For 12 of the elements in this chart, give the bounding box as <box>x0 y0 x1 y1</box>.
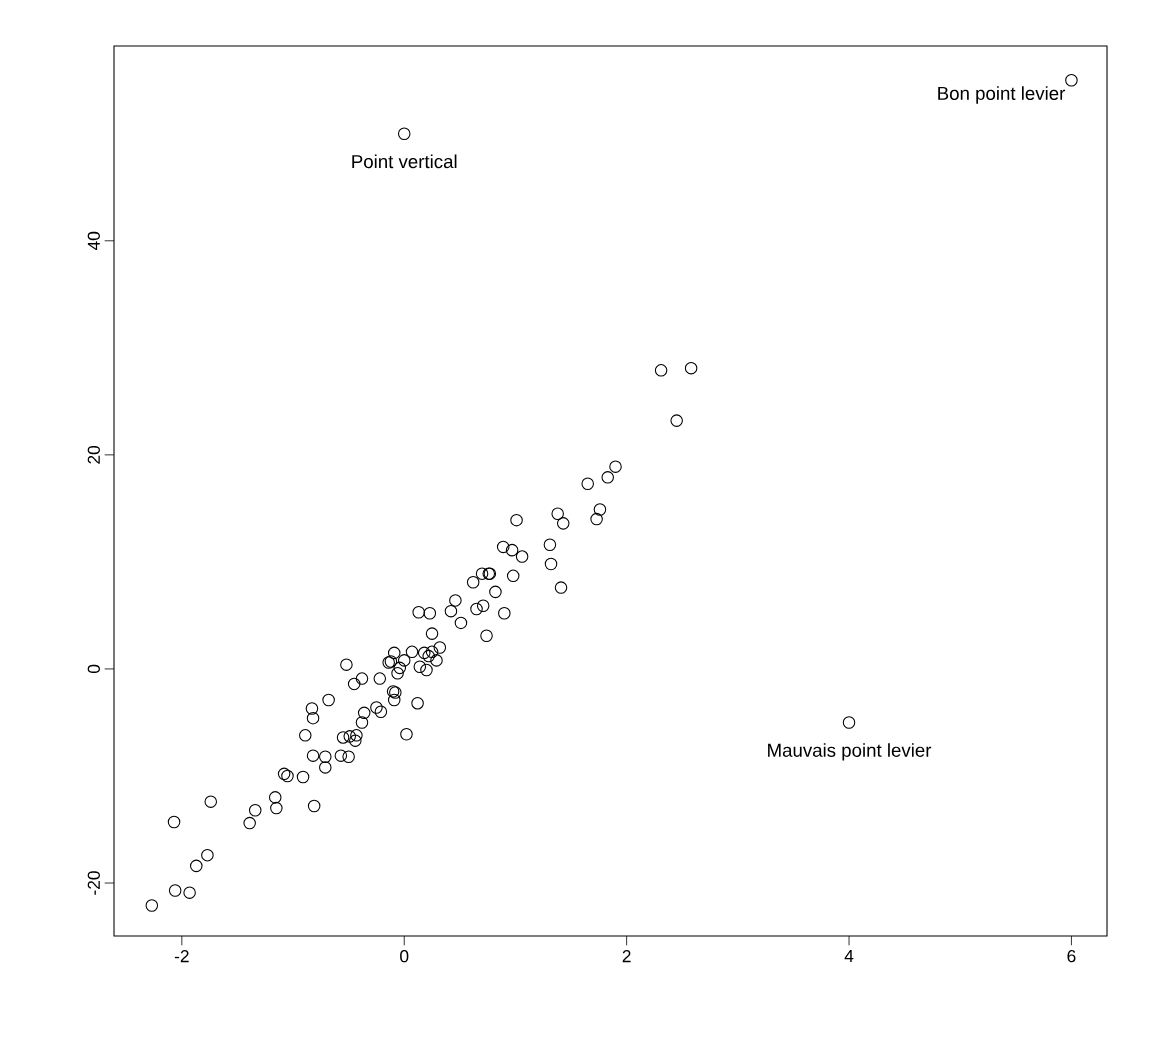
x-tick-label: 6 <box>1067 950 1076 963</box>
annotation: Point vertical <box>352 154 457 169</box>
y-tick-label: 0 <box>87 664 100 674</box>
annotation: Bon point levier <box>938 86 1066 104</box>
x-tick-label: -2 <box>174 950 189 963</box>
y-tick-label: 20 <box>87 445 100 464</box>
x-tick-label: 4 <box>844 950 854 962</box>
annotation: Mauvais point levier <box>768 743 932 761</box>
x-tick-label: 2 <box>622 950 631 963</box>
x-tick-label: 0 <box>400 950 409 963</box>
y-tick-label: 40 <box>87 231 100 251</box>
y-tick-label: -20 <box>87 871 100 895</box>
